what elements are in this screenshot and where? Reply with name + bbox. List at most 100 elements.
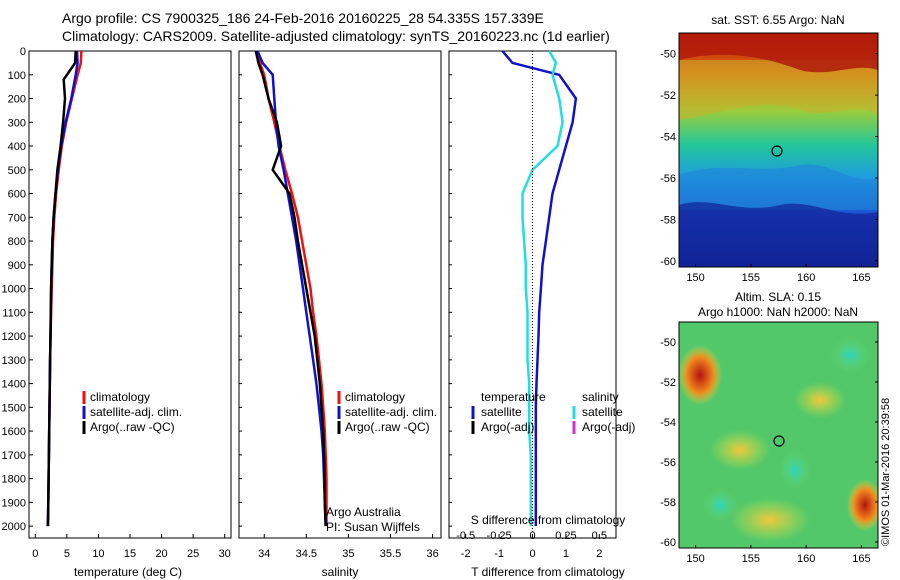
difference-legend: temperature salinity satellite Argo(-adj… xyxy=(471,390,635,434)
depth-tick-label: 1200 xyxy=(2,331,26,343)
series-line-argo-raw-qc- xyxy=(46,50,77,527)
s-tick-label: -0.25 xyxy=(487,530,512,542)
salinity-panel xyxy=(238,50,442,539)
map-x-tick-label: 165 xyxy=(852,553,870,565)
tdiff-xlabel: T difference from climatology xyxy=(471,565,625,579)
sla-argo-marker xyxy=(773,435,785,447)
x-tick-label: -1 xyxy=(494,548,504,560)
legend-label-t-argo: Argo(-adj) xyxy=(481,420,534,434)
sla-map xyxy=(679,322,878,548)
map-y-tick-label: -58 xyxy=(660,497,676,509)
map-y-tick-label: -52 xyxy=(660,377,676,389)
temperature-xlabel: temperature (deg C) xyxy=(74,565,182,579)
legend-label-satellite: satellite-adj. clim. xyxy=(345,405,437,419)
map-y-tick-label: -50 xyxy=(660,337,676,349)
legend-label-climatology: climatology xyxy=(90,390,150,404)
legend-label-s-argo: Argo(-adj) xyxy=(582,420,635,434)
depth-tick-label: 300 xyxy=(8,117,26,129)
sdiff-xlabel: S difference from climatology xyxy=(471,513,626,527)
annotation-argo-australia: Argo Australia xyxy=(326,505,401,519)
sst-map-frame xyxy=(678,32,879,268)
map-y-tick-label: -58 xyxy=(660,214,676,226)
series-line-s-satellite xyxy=(521,50,564,527)
legend-label-argo: Argo(..raw -QC) xyxy=(90,420,175,434)
s-tick-label: 0.5 xyxy=(592,530,607,542)
x-tick-label: 34 xyxy=(258,548,270,560)
sst-argo-marker xyxy=(771,145,783,157)
depth-tick-label: 400 xyxy=(8,141,26,153)
sla-map-title: Altim. SLA: 0.15 xyxy=(735,290,821,304)
map-x-tick-label: 150 xyxy=(686,553,704,565)
profile-title: Argo profile: CS 7900325_186 24-Feb-2016… xyxy=(62,10,544,26)
map-y-tick-label: -60 xyxy=(660,256,676,268)
map-x-tick-label: 165 xyxy=(852,272,870,284)
x-tick-label: 1 xyxy=(563,548,569,560)
x-tick-label: 0 xyxy=(32,548,38,560)
map-x-tick-label: 160 xyxy=(797,553,815,565)
s-tick-label: 0 xyxy=(529,530,535,542)
temperature-panel xyxy=(28,50,232,539)
legend-label-t-satellite: satellite xyxy=(481,405,522,419)
map-x-tick-label: 155 xyxy=(742,553,760,565)
depth-tick-label: 1000 xyxy=(2,284,26,296)
map-x-tick-label: 150 xyxy=(686,272,704,284)
s-tick-label: -0.5 xyxy=(456,530,475,542)
legend-header-temperature: temperature xyxy=(481,390,546,404)
map-y-tick-label: -54 xyxy=(660,417,676,429)
x-tick-label: 15 xyxy=(124,548,136,560)
depth-tick-label: 100 xyxy=(8,70,26,82)
x-tick-label: 0 xyxy=(529,548,535,560)
legend-header-salinity: salinity xyxy=(582,390,619,404)
depth-tick-label: 800 xyxy=(8,236,26,248)
sst-map xyxy=(679,33,878,267)
depth-tick-label: 900 xyxy=(8,260,26,272)
x-tick-label: 25 xyxy=(187,548,199,560)
legend-label-climatology: climatology xyxy=(345,390,405,404)
map-y-tick-label: -54 xyxy=(660,132,676,144)
climatology-title: Climatology: CARS2009. Satellite-adjuste… xyxy=(62,28,610,44)
sla-map-frame xyxy=(678,321,879,549)
depth-tick-label: 1100 xyxy=(2,307,26,319)
sst-map-axes: 150 155 160 165 -50 -52 -54 -56 -58 -60 xyxy=(660,49,878,284)
depth-tick-label: 1500 xyxy=(2,402,26,414)
x-tick-label: -2 xyxy=(461,548,471,560)
map-x-tick-label: 160 xyxy=(797,272,815,284)
depth-tick-label: 1400 xyxy=(2,379,26,391)
x-tick-label: 20 xyxy=(155,548,167,560)
x-tick-label: 35.5 xyxy=(380,548,401,560)
map-y-tick-label: -50 xyxy=(660,49,676,61)
sst-map-title: sat. SST: 6.55 Argo: NaN xyxy=(711,13,844,27)
depth-tick-label: 1700 xyxy=(2,450,26,462)
depth-tick-label: 1300 xyxy=(2,355,26,367)
salinity-xlabel: salinity xyxy=(322,565,359,579)
series-line-argo-raw-qc- xyxy=(254,50,327,527)
x-axes: 0 5 10 15 20 25 30 34 34.5 35 35.5 36 -2 -1 0 1 2 -0.5 -0.… xyxy=(32,530,607,560)
x-tick-label: 5 xyxy=(64,548,70,560)
depth-tick-label: 2000 xyxy=(2,521,26,533)
x-tick-label: 36 xyxy=(426,548,438,560)
annotation-pi: PI: Susan Wijffels xyxy=(326,520,420,534)
depth-tick-label: 1600 xyxy=(2,426,26,438)
depth-axis: 0 100 200 300 400 500 600 700 800 900 1000 1100 1200… xyxy=(2,46,452,533)
depth-tick-label: 600 xyxy=(8,189,26,201)
sla-map-subtitle: Argo h1000: NaN h2000: NaN xyxy=(698,305,858,319)
map-x-tick-label: 155 xyxy=(742,272,760,284)
x-tick-label: 10 xyxy=(92,548,104,560)
salinity-legend: climatology satellite-adj. clim. Argo(..… xyxy=(326,390,437,534)
legend-label-satellite: satellite-adj. clim. xyxy=(90,405,182,419)
depth-tick-label: 0 xyxy=(20,46,26,58)
depth-tick-label: 500 xyxy=(8,165,26,177)
imos-timestamp: ©IMOS 01-Mar-2016 20:39:58 xyxy=(880,398,892,546)
s-tick-label: 0.25 xyxy=(555,530,576,542)
x-tick-label: 2 xyxy=(596,548,602,560)
map-y-tick-label: -56 xyxy=(660,173,676,185)
depth-tick-label: 200 xyxy=(8,94,26,106)
map-y-tick-label: -60 xyxy=(660,537,676,549)
legend-label-s-satellite: satellite xyxy=(582,405,623,419)
x-tick-label: 35 xyxy=(342,548,354,560)
x-tick-label: 30 xyxy=(219,548,231,560)
series-line-t-satellite xyxy=(501,50,578,527)
map-y-tick-label: -56 xyxy=(660,457,676,469)
profile-lines xyxy=(46,50,578,527)
